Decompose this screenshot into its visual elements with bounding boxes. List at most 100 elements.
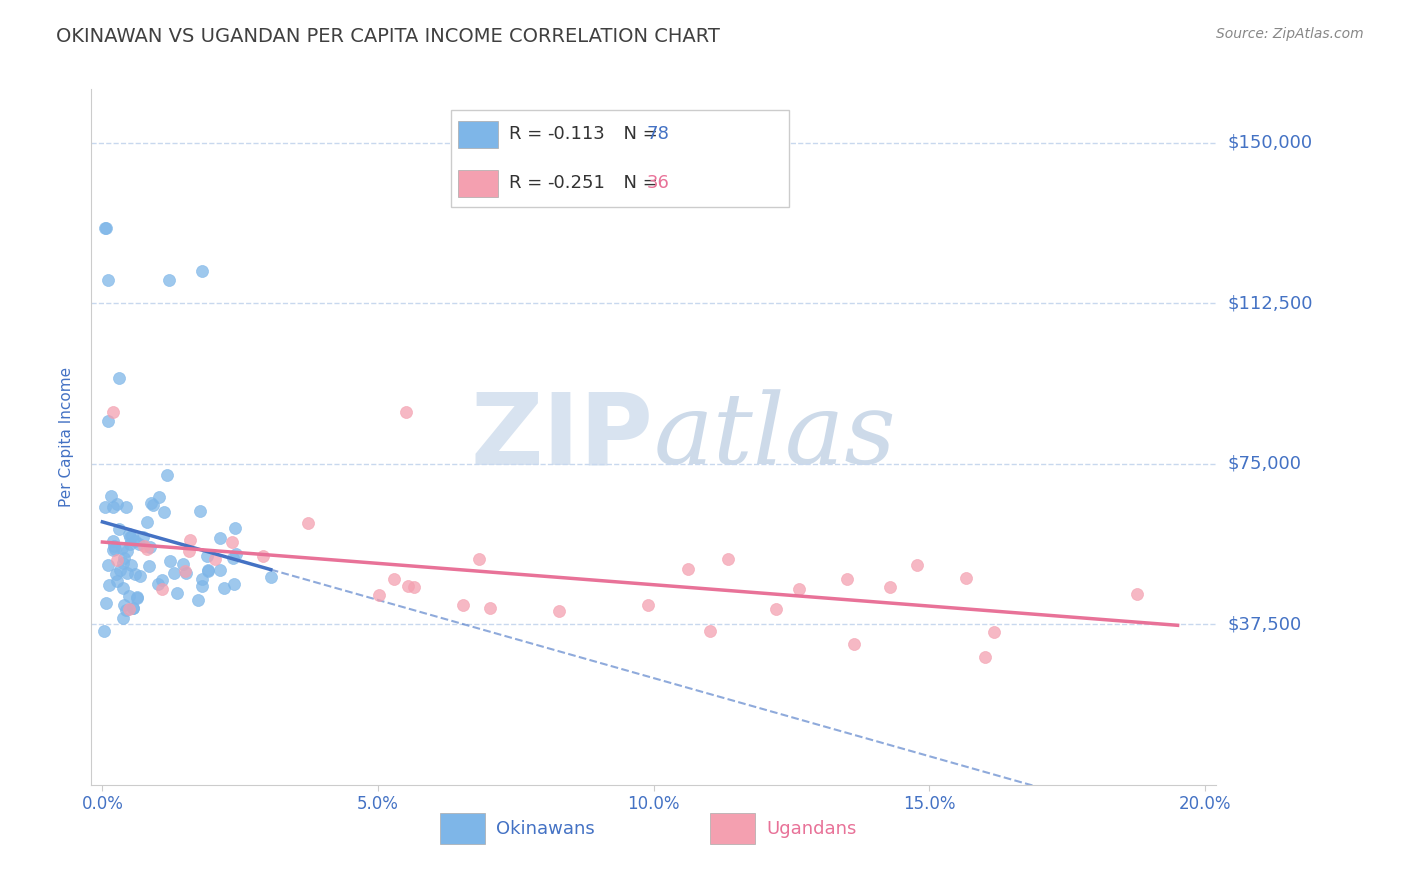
Point (209, 563, 232, 577)
Point (128, 537, 150, 551)
Point (132, 539, 155, 553)
Point (118, 602, 141, 616)
Text: -0.113: -0.113 (547, 126, 605, 144)
Point (148, 577, 170, 591)
Point (121, 529, 143, 543)
Point (637, 598, 659, 612)
Point (197, 563, 219, 577)
Point (402, 580, 425, 594)
Point (1126, 586, 1149, 600)
Point (224, 521, 246, 535)
Point (94, 221, 117, 235)
Text: $150,000: $150,000 (1227, 134, 1312, 152)
Point (172, 558, 194, 572)
Point (204, 551, 226, 566)
Point (142, 498, 165, 512)
Text: 78: 78 (647, 126, 669, 144)
Point (148, 490, 170, 504)
Point (111, 582, 134, 596)
Point (905, 558, 928, 573)
Point (101, 542, 124, 557)
Point (844, 637, 866, 651)
Point (973, 649, 995, 664)
Text: 36: 36 (647, 174, 669, 192)
Point (188, 504, 211, 518)
Point (100, 489, 122, 503)
Point (382, 572, 405, 586)
Point (159, 554, 181, 568)
Point (260, 570, 283, 584)
Point (124, 566, 146, 581)
Point (118, 527, 141, 541)
Point (105, 553, 128, 567)
Point (187, 592, 209, 607)
Text: R =: R = (509, 174, 548, 192)
Point (152, 505, 174, 519)
Point (141, 496, 163, 510)
Point (195, 549, 218, 564)
Text: -0.251: -0.251 (547, 174, 605, 192)
Text: N =: N = (612, 174, 664, 192)
Point (451, 598, 474, 612)
Point (717, 552, 740, 566)
Point (222, 551, 245, 566)
Text: Ugandans: Ugandans (766, 820, 856, 838)
Point (112, 551, 135, 566)
Point (252, 549, 274, 563)
Point (138, 540, 160, 554)
Point (395, 405, 418, 419)
Text: OKINAWAN VS UGANDAN PER CAPITA INCOME CORRELATION CHART: OKINAWAN VS UGANDAN PER CAPITA INCOME CO… (56, 27, 720, 45)
Point (105, 566, 128, 581)
Point (120, 558, 142, 573)
Point (765, 602, 787, 616)
Point (209, 531, 232, 545)
Point (135, 542, 157, 557)
Point (787, 582, 810, 596)
Text: atlas: atlas (654, 390, 897, 484)
Text: Okinawans: Okinawans (496, 820, 595, 838)
Point (156, 468, 179, 483)
Point (179, 533, 201, 547)
Point (190, 573, 212, 587)
FancyBboxPatch shape (710, 813, 755, 844)
Point (166, 586, 188, 600)
Point (93, 624, 115, 638)
Point (955, 571, 977, 585)
Point (190, 264, 212, 278)
Point (104, 542, 127, 557)
Point (94, 221, 117, 235)
Point (124, 533, 146, 548)
Y-axis label: Per Capita Income: Per Capita Income (59, 367, 75, 508)
Point (107, 497, 129, 511)
Text: Source: ZipAtlas.com: Source: ZipAtlas.com (1216, 27, 1364, 41)
Point (97, 558, 120, 572)
Point (127, 591, 149, 605)
Point (97, 578, 120, 592)
Point (837, 573, 859, 587)
Point (191, 578, 214, 592)
Point (118, 589, 141, 603)
Point (118, 536, 141, 550)
Point (225, 547, 247, 561)
Point (224, 577, 246, 591)
Point (396, 579, 419, 593)
Point (368, 588, 391, 602)
Point (103, 500, 125, 514)
Point (135, 515, 157, 529)
Point (297, 516, 319, 530)
Point (174, 564, 197, 578)
Point (115, 500, 138, 515)
Point (129, 568, 152, 582)
Point (105, 574, 128, 588)
Point (114, 598, 136, 612)
Point (138, 559, 160, 574)
Text: $75,000: $75,000 (1227, 455, 1302, 473)
Point (94, 596, 117, 610)
Point (150, 573, 173, 587)
Point (699, 624, 721, 638)
Point (111, 611, 134, 625)
Point (122, 600, 145, 615)
Point (478, 600, 501, 615)
Text: $37,500: $37,500 (1227, 615, 1302, 633)
Text: ZIP: ZIP (471, 389, 654, 485)
